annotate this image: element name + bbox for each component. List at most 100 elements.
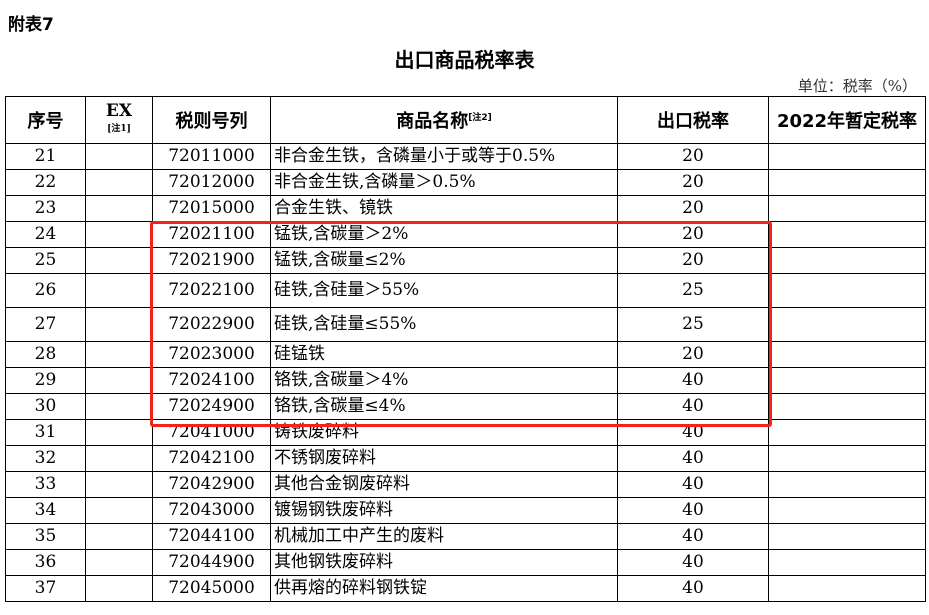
cell-ex [85, 169, 153, 196]
cell-temp-rate [768, 143, 926, 170]
cell-rate: 40 [617, 393, 769, 420]
unit-label: 单位：税率（%） [797, 77, 917, 95]
table-row: 31 72041000 铸铁废碎料 40 [5, 419, 926, 446]
cell-name: 其他钢铁废碎料 [270, 549, 618, 576]
cell-code: 72044100 [152, 523, 271, 550]
cell-rate: 40 [617, 575, 769, 602]
cell-ex [85, 523, 153, 550]
header-ex: EX [注1] [85, 96, 153, 144]
cell-temp-rate [768, 549, 926, 576]
cell-seq: 37 [5, 575, 86, 602]
table-row: 37 72045000 供再熔的碎料钢铁锭 40 [5, 575, 926, 602]
cell-code: 72043000 [152, 497, 271, 524]
table-row: 21 72011000 非合金生铁，含磷量小于或等于0.5% 20 [5, 143, 926, 170]
cell-rate: 40 [617, 367, 769, 394]
table-row: 23 72015000 合金生铁、镜铁 20 [5, 195, 926, 222]
cell-code: 72015000 [152, 195, 271, 222]
cell-temp-rate [768, 273, 926, 308]
cell-name: 不锈钢废碎料 [270, 445, 618, 472]
cell-name: 硅铁,含硅量＞55% [270, 273, 618, 308]
cell-ex [85, 471, 153, 498]
cell-seq: 24 [5, 221, 86, 248]
header-code: 税则号列 [152, 96, 271, 144]
cell-seq: 26 [5, 273, 86, 308]
cell-seq: 29 [5, 367, 86, 394]
cell-code: 72023000 [152, 341, 271, 368]
cell-seq: 30 [5, 393, 86, 420]
cell-seq: 35 [5, 523, 86, 550]
name-note: [注2] [468, 113, 492, 123]
cell-ex [85, 143, 153, 170]
cell-rate: 40 [617, 549, 769, 576]
cell-temp-rate [768, 341, 926, 368]
cell-rate: 20 [617, 169, 769, 196]
cell-ex [85, 307, 153, 342]
cell-code: 72022100 [152, 273, 271, 308]
ex-note: [注1] [107, 124, 131, 134]
cell-ex [85, 549, 153, 576]
cell-temp-rate [768, 221, 926, 248]
cell-rate: 40 [617, 497, 769, 524]
cell-code: 72022900 [152, 307, 271, 342]
header-row: 序号 EX [注1] 税则号列 商品名称[注2] 出口税率 2022年暂定税率 [5, 96, 926, 144]
cell-rate: 40 [617, 471, 769, 498]
cell-temp-rate [768, 523, 926, 550]
cell-code: 72042900 [152, 471, 271, 498]
cell-seq: 23 [5, 195, 86, 222]
highlight-box [150, 221, 772, 427]
cell-code: 72021900 [152, 247, 271, 274]
cell-seq: 28 [5, 341, 86, 368]
cell-rate: 20 [617, 341, 769, 368]
table-row: 34 72043000 镀锡钢铁废碎料 40 [5, 497, 926, 524]
cell-ex [85, 273, 153, 308]
table-row: 27 72022900 硅铁,含硅量≤55% 25 [5, 307, 926, 342]
cell-name: 锰铁,含碳量＞2% [270, 221, 618, 248]
cell-rate: 40 [617, 445, 769, 472]
cell-temp-rate [768, 393, 926, 420]
name-label: 商品名称 [396, 111, 469, 132]
cell-rate: 20 [617, 143, 769, 170]
header-seq: 序号 [5, 96, 86, 144]
cell-name: 供再熔的碎料钢铁锭 [270, 575, 618, 602]
cell-code: 72042100 [152, 445, 271, 472]
cell-code: 72012000 [152, 169, 271, 196]
cell-temp-rate [768, 247, 926, 274]
cell-seq: 32 [5, 445, 86, 472]
table-row: 24 72021100 锰铁,含碳量＞2% 20 [5, 221, 926, 248]
table-row: 36 72044900 其他钢铁废碎料 40 [5, 549, 926, 576]
cell-ex [85, 247, 153, 274]
cell-name: 机械加工中产生的废料 [270, 523, 618, 550]
cell-seq: 36 [5, 549, 86, 576]
cell-name: 镀锡钢铁废碎料 [270, 497, 618, 524]
cell-seq: 31 [5, 419, 86, 446]
cell-ex [85, 575, 153, 602]
cell-ex [85, 221, 153, 248]
header-name: 商品名称[注2] [270, 96, 618, 144]
cell-temp-rate [768, 195, 926, 222]
cell-temp-rate [768, 307, 926, 342]
header-rate: 出口税率 [617, 96, 769, 144]
table-row: 29 72024100 铬铁,含碳量＞4% 40 [5, 367, 926, 394]
table-row: 30 72024900 铬铁,含碳量≤4% 40 [5, 393, 926, 420]
cell-seq: 22 [5, 169, 86, 196]
cell-ex [85, 341, 153, 368]
cell-ex [85, 445, 153, 472]
cell-rate: 20 [617, 195, 769, 222]
cell-ex [85, 367, 153, 394]
cell-temp-rate [768, 445, 926, 472]
cell-name: 非合金生铁,含磷量＞0.5% [270, 169, 618, 196]
cell-temp-rate [768, 419, 926, 446]
cell-rate: 40 [617, 523, 769, 550]
cell-seq: 33 [5, 471, 86, 498]
cell-name: 合金生铁、镜铁 [270, 195, 618, 222]
cell-name: 铬铁,含碳量≤4% [270, 393, 618, 420]
appendix-label: 附表7 [8, 15, 54, 35]
cell-name: 铬铁,含碳量＞4% [270, 367, 618, 394]
cell-temp-rate [768, 367, 926, 394]
ex-label: EX [105, 101, 133, 121]
cell-seq: 34 [5, 497, 86, 524]
cell-name: 其他合金钢废碎料 [270, 471, 618, 498]
cell-rate: 20 [617, 221, 769, 248]
cell-seq: 25 [5, 247, 86, 274]
cell-rate: 40 [617, 419, 769, 446]
